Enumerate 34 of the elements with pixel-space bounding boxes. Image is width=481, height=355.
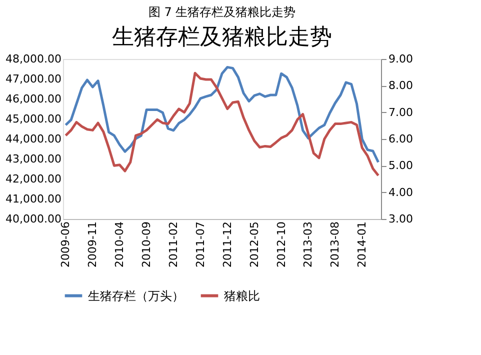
y-tick-label: 44,000.00 <box>6 132 62 146</box>
y-tick-label: 47,000.00 <box>6 72 62 86</box>
x-tick-label: 2011-07 <box>194 222 207 268</box>
y2-tick-label: 8.00 <box>388 79 413 92</box>
chart-title: 图 7 生猪存栏及猪粮比走势 <box>148 5 296 19</box>
x-tick-label: 2012-05 <box>248 222 261 268</box>
y-tick-label: 46,000.00 <box>6 92 62 106</box>
x-tick-label: 2013-08 <box>328 222 342 268</box>
x-tick-label: 2014-01 <box>356 222 369 268</box>
y2-tick-label: 9.00 <box>388 52 413 66</box>
legend-label: 生猪存栏（万头） <box>88 288 184 303</box>
y2-tick-label: 4.00 <box>388 186 413 199</box>
y-tick-label: 45,000.00 <box>6 112 62 126</box>
y-tick-label: 41,000.00 <box>6 192 62 206</box>
x-tick-label: 2010-09 <box>140 222 154 268</box>
x-tick-label: 2012-10 <box>274 222 288 268</box>
x-tick-label: 2009-06 <box>59 222 72 268</box>
line-series <box>64 72 380 177</box>
y2-tick-label: 5.00 <box>388 159 413 172</box>
x-tick-label: 2010-04 <box>113 222 126 268</box>
x-tick-label: 2011-12 <box>220 222 234 268</box>
chart-subtitle: 生猪存栏及猪粮比走势 <box>112 25 332 50</box>
y-tick-label: 42,000.00 <box>6 172 62 186</box>
y-tick-label: 40,000.00 <box>6 212 62 226</box>
x-tick-label: 2013-03 <box>302 222 315 268</box>
x-tick-label: 2009-11 <box>86 222 100 268</box>
x-tick-label: 2011-02 <box>166 222 180 268</box>
y2-tick-label: 7.00 <box>388 106 413 119</box>
y2-tick-label: 3.00 <box>388 212 413 226</box>
line-series <box>64 66 380 164</box>
legend-label: 猪粮比 <box>224 288 260 303</box>
y2-tick-label: 6.00 <box>388 132 413 146</box>
y-tick-label: 43,000.00 <box>6 152 62 166</box>
y-tick-label: 48,000.00 <box>6 52 62 66</box>
